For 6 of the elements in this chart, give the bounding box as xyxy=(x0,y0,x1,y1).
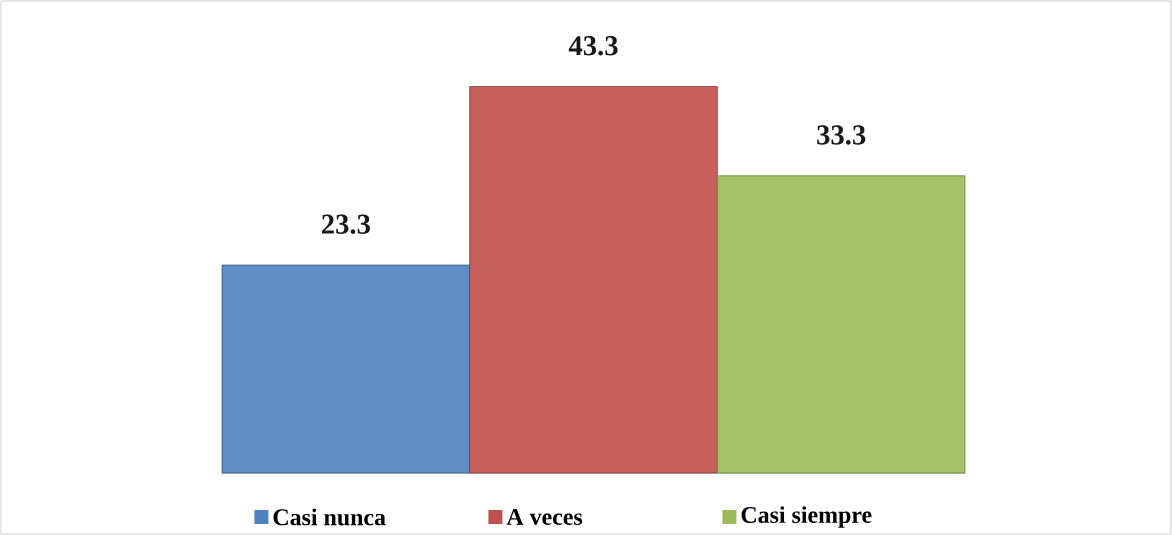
x-tick-label: Casi siempre xyxy=(741,506,872,528)
x-tick-label: Casi nunca xyxy=(273,508,386,526)
x-tick-label: A veces xyxy=(506,508,583,525)
data-label: 33.3 xyxy=(817,125,866,145)
data-label: 23.3 xyxy=(321,214,370,235)
data-label: 43.3 xyxy=(568,36,618,56)
